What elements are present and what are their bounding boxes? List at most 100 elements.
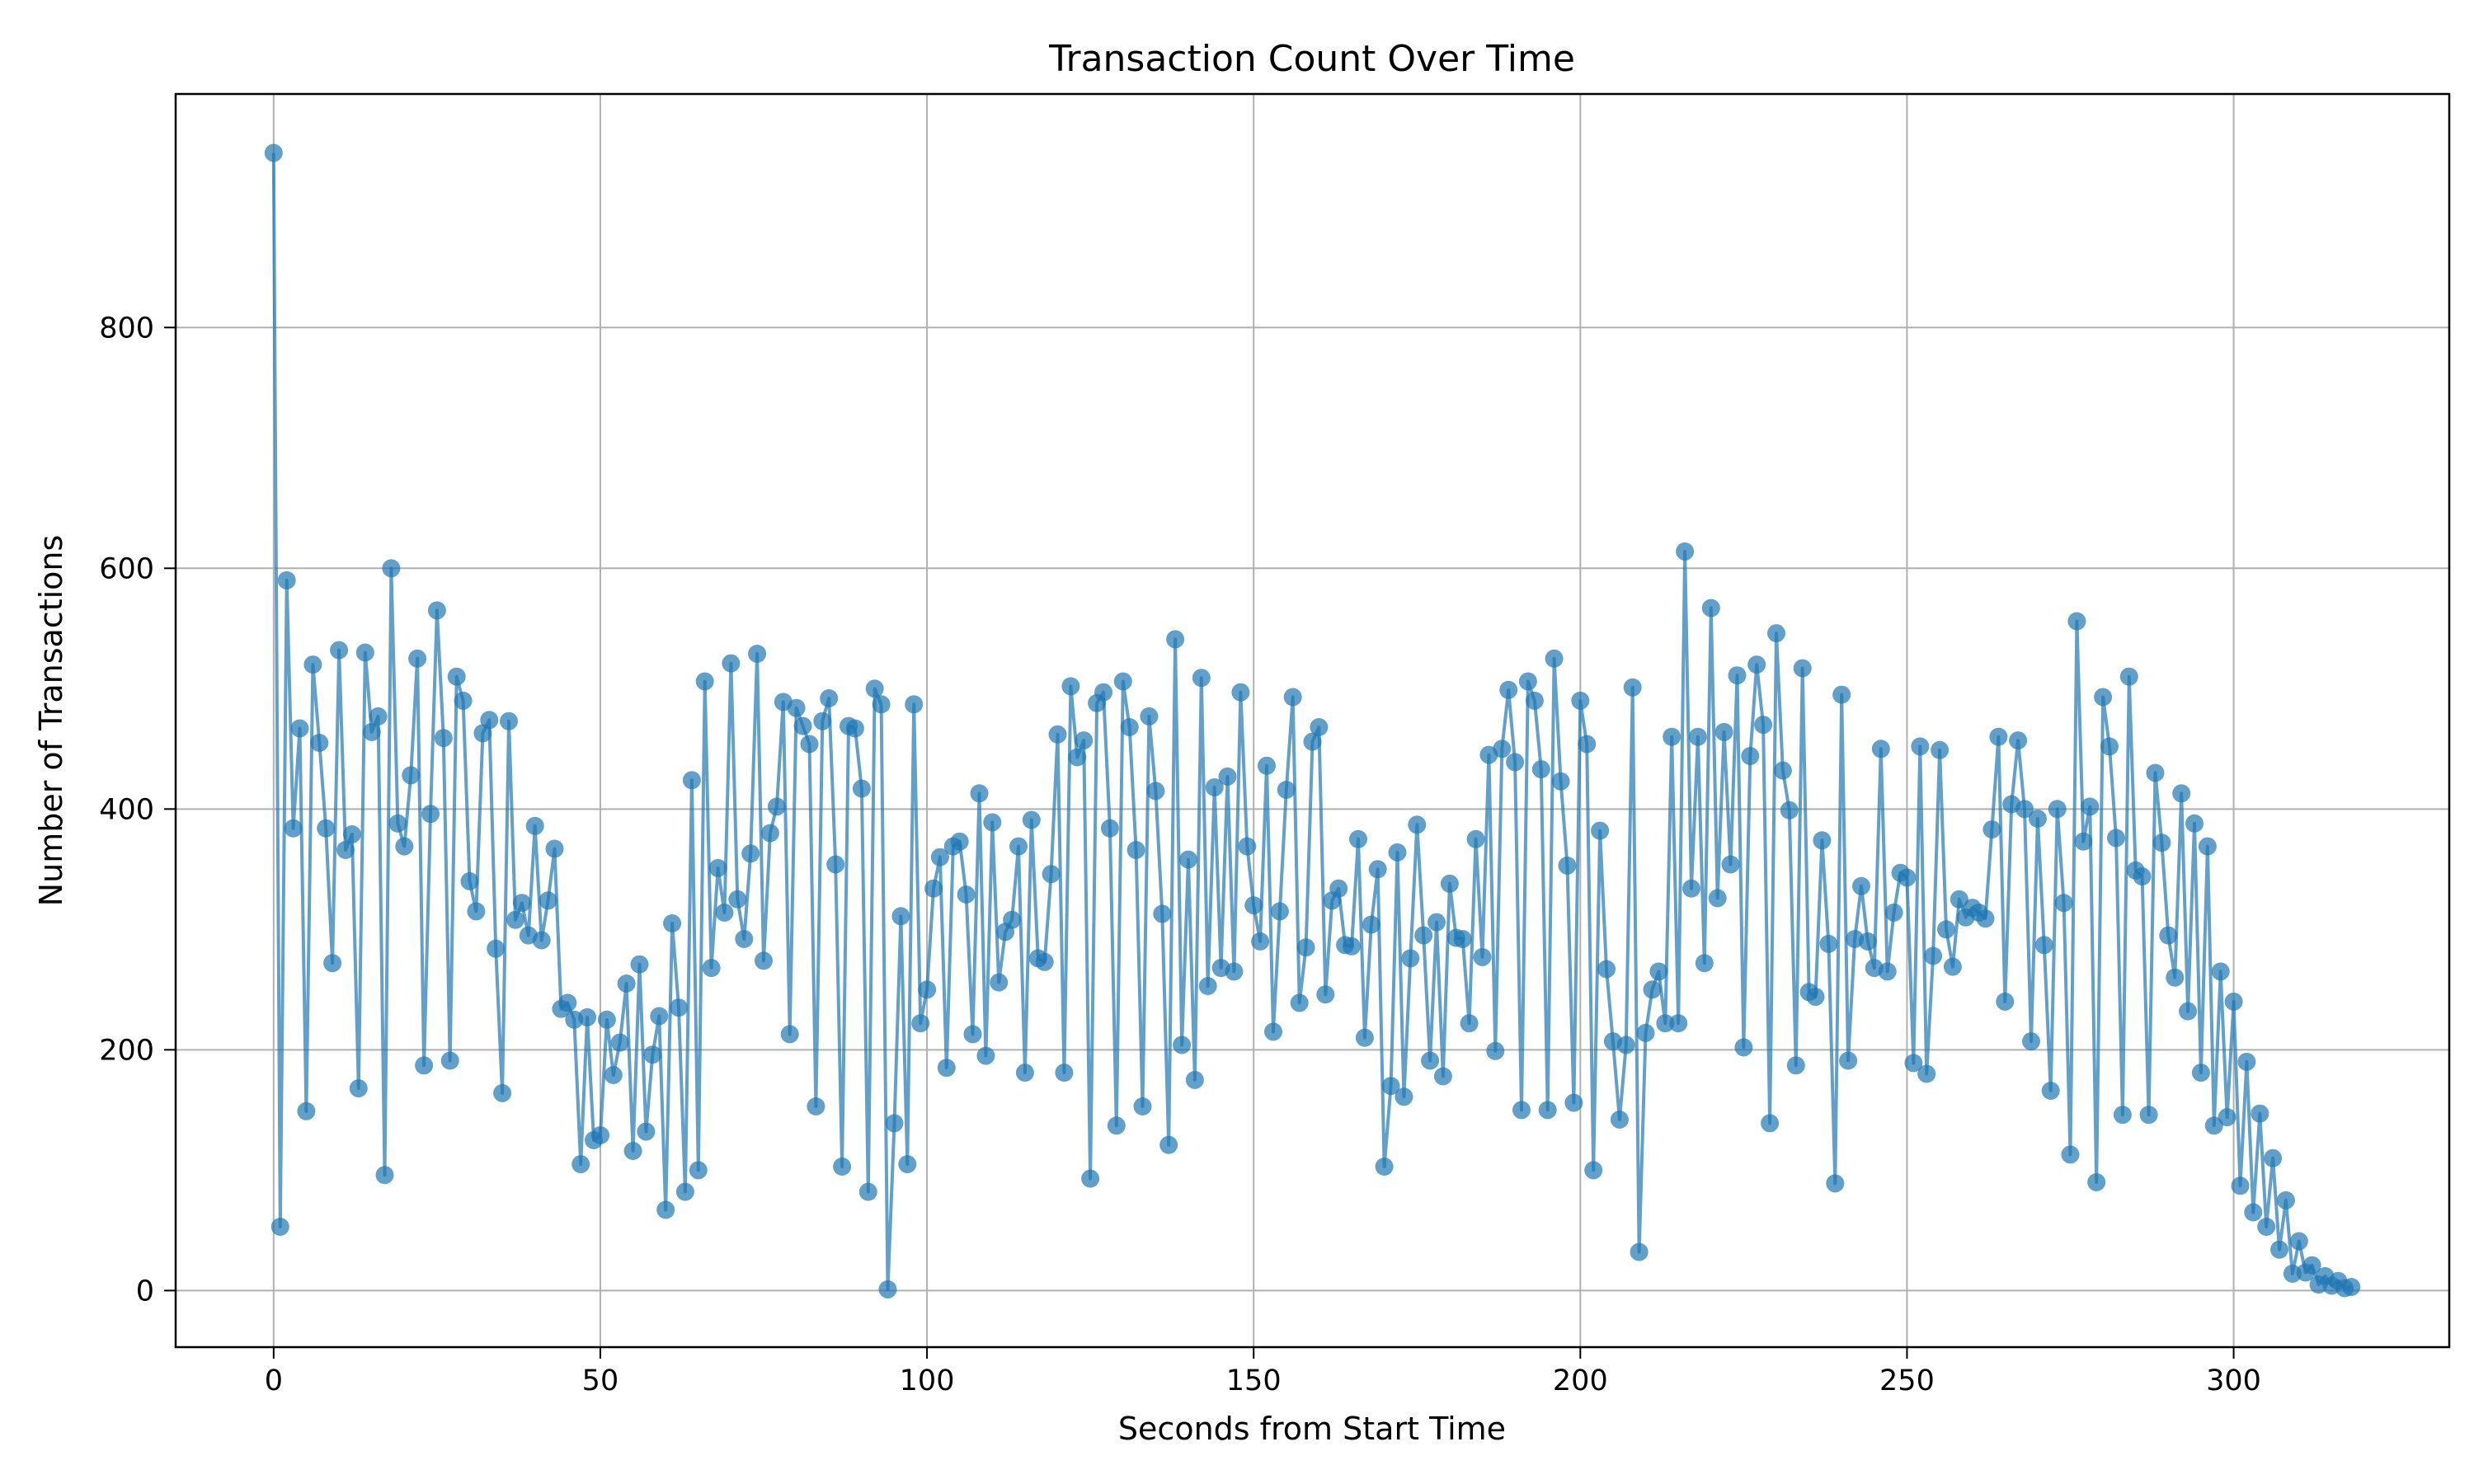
data-point bbox=[1884, 903, 1903, 922]
data-point bbox=[454, 691, 473, 710]
data-point bbox=[1094, 683, 1112, 702]
data-point bbox=[983, 813, 1002, 832]
data-point bbox=[1290, 993, 1309, 1012]
data-point bbox=[741, 844, 760, 863]
data-point bbox=[670, 998, 688, 1017]
data-point bbox=[1009, 837, 1028, 856]
x-tick-label: 250 bbox=[1879, 1364, 1935, 1397]
data-point bbox=[1878, 962, 1897, 981]
data-point bbox=[1401, 949, 1420, 968]
data-point bbox=[597, 1010, 616, 1029]
data-point bbox=[1244, 896, 1263, 915]
data-point bbox=[2231, 1176, 2250, 1195]
data-point bbox=[2113, 1106, 2132, 1125]
data-point bbox=[2289, 1232, 2308, 1251]
data-point bbox=[1898, 868, 1917, 887]
data-point bbox=[2100, 737, 2119, 756]
data-point bbox=[1656, 1014, 1675, 1033]
data-point bbox=[610, 1033, 629, 1052]
data-point bbox=[1192, 669, 1211, 688]
data-point bbox=[1133, 1097, 1152, 1115]
data-point bbox=[493, 1083, 512, 1102]
data-point bbox=[395, 837, 414, 856]
data-point bbox=[1780, 801, 1799, 819]
data-point bbox=[963, 1025, 982, 1044]
data-point bbox=[2067, 612, 2086, 631]
data-point bbox=[1721, 855, 1740, 874]
data-point bbox=[604, 1066, 623, 1084]
data-point bbox=[1832, 685, 1851, 704]
data-point bbox=[1695, 954, 1714, 973]
data-point bbox=[970, 784, 989, 803]
data-point bbox=[675, 1182, 694, 1201]
data-point bbox=[833, 1158, 852, 1176]
data-point bbox=[500, 711, 518, 730]
data-point bbox=[1303, 732, 1322, 751]
data-point bbox=[2185, 814, 2204, 833]
data-point bbox=[1003, 910, 1022, 929]
data-point bbox=[591, 1126, 609, 1144]
data-point bbox=[336, 841, 355, 859]
data-point bbox=[408, 649, 427, 668]
data-point bbox=[1173, 1036, 1192, 1054]
data-point bbox=[2264, 1148, 2283, 1167]
data-point bbox=[1493, 740, 1512, 758]
data-point bbox=[1996, 992, 2015, 1011]
data-point bbox=[1761, 1114, 1780, 1133]
data-point bbox=[1355, 1028, 1374, 1047]
data-point bbox=[898, 1155, 917, 1174]
data-point bbox=[1669, 1014, 1688, 1033]
data-point bbox=[1826, 1174, 1845, 1193]
data-point bbox=[1283, 688, 1302, 707]
data-point bbox=[1924, 946, 1943, 965]
data-point bbox=[1277, 781, 1296, 799]
data-point bbox=[735, 930, 754, 948]
data-point bbox=[2172, 784, 2191, 803]
data-point bbox=[1427, 913, 1446, 932]
data-point bbox=[807, 1097, 825, 1115]
data-point bbox=[1871, 740, 1890, 758]
data-point bbox=[2302, 1256, 2321, 1275]
data-point bbox=[1728, 666, 1747, 685]
data-point bbox=[1636, 1023, 1655, 1042]
data-point bbox=[2224, 992, 2243, 1011]
data-point bbox=[1558, 856, 1577, 875]
data-point bbox=[865, 679, 884, 698]
data-point bbox=[695, 672, 714, 691]
data-point bbox=[1433, 1067, 1452, 1086]
data-point bbox=[1525, 691, 1544, 710]
data-point bbox=[918, 980, 937, 999]
data-point bbox=[722, 654, 741, 673]
data-point bbox=[1453, 930, 1472, 948]
data-point bbox=[990, 973, 1009, 992]
data-point bbox=[1708, 889, 1727, 908]
data-point bbox=[1251, 932, 1270, 951]
y-tick-label: 200 bbox=[99, 1034, 154, 1067]
data-point bbox=[1564, 1093, 1583, 1112]
data-point bbox=[1976, 909, 1995, 928]
data-point bbox=[885, 1114, 904, 1133]
data-point bbox=[1015, 1064, 1034, 1082]
data-point bbox=[2218, 1108, 2236, 1127]
data-point bbox=[1440, 874, 1459, 893]
data-point bbox=[1591, 821, 1610, 840]
data-point bbox=[1296, 938, 1315, 957]
data-point bbox=[1329, 879, 1348, 898]
data-point bbox=[284, 819, 303, 838]
data-point bbox=[1754, 716, 1773, 735]
data-point bbox=[2283, 1264, 2302, 1283]
data-point bbox=[1858, 932, 1877, 951]
data-point bbox=[2015, 800, 2034, 819]
data-point bbox=[630, 955, 649, 974]
data-point bbox=[708, 858, 727, 877]
data-point bbox=[715, 903, 734, 922]
data-point bbox=[421, 805, 440, 824]
data-point bbox=[767, 797, 786, 816]
data-point bbox=[1813, 831, 1832, 850]
data-point bbox=[506, 910, 524, 929]
data-point bbox=[1146, 782, 1165, 801]
data-point bbox=[748, 645, 767, 663]
data-point bbox=[1917, 1064, 1936, 1083]
data-point bbox=[800, 735, 819, 754]
x-tick-label: 200 bbox=[1553, 1364, 1608, 1397]
